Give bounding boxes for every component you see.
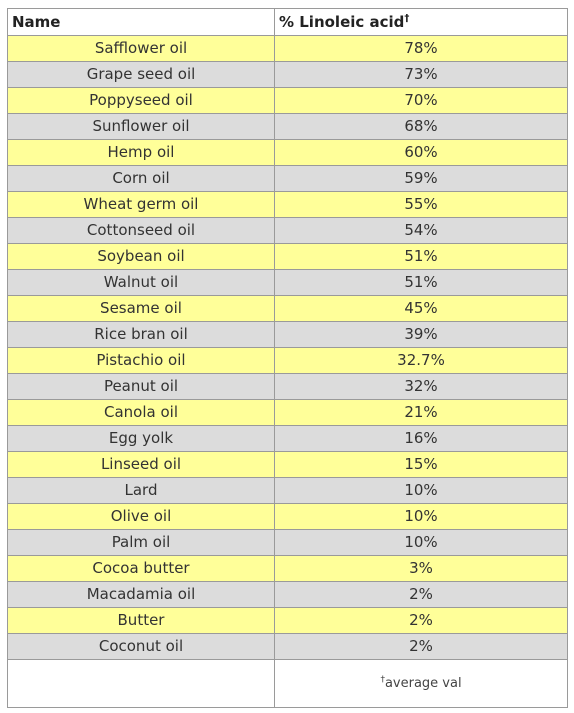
linoleic-value-cell: 60%	[274, 139, 568, 166]
footer-dagger-mark: †	[380, 675, 385, 685]
linoleic-value-cell: 51%	[274, 269, 568, 296]
linoleic-column-header[interactable]: % Linoleic acid†	[274, 8, 568, 36]
oil-name-cell: Corn oil	[7, 165, 275, 192]
linoleic-value-cell: 70%	[274, 87, 568, 114]
table-row: Poppyseed oil 70%	[7, 87, 568, 114]
linoleic-value-cell: 2%	[274, 633, 568, 660]
linoleic-value-cell: 51%	[274, 243, 568, 270]
linoleic-value-cell: 32.7%	[274, 347, 568, 374]
table-row: Cocoa butter 3%	[7, 555, 568, 582]
table-row: Sesame oil 45%	[7, 295, 568, 322]
table-row: Pistachio oil 32.7%	[7, 347, 568, 374]
table-row: Corn oil 59%	[7, 165, 568, 192]
table-row: Safflower oil 78%	[7, 35, 568, 62]
oil-name-cell: Rice bran oil	[7, 321, 275, 348]
linoleic-value-cell: 10%	[274, 503, 568, 530]
linoleic-value-cell: 10%	[274, 529, 568, 556]
oil-name-cell: Linseed oil	[7, 451, 275, 478]
table-row: Rice bran oil 39%	[7, 321, 568, 348]
oil-name-cell: Macadamia oil	[7, 581, 275, 608]
oil-name-cell: Cottonseed oil	[7, 217, 275, 244]
name-column-header[interactable]: Name	[7, 8, 275, 36]
linoleic-value-cell: 2%	[274, 581, 568, 608]
linoleic-value-cell: 2%	[274, 607, 568, 634]
linoleic-value-cell: 78%	[274, 35, 568, 62]
table-row: Walnut oil 51%	[7, 269, 568, 296]
linoleic-value-cell: 59%	[274, 165, 568, 192]
dagger-mark: †	[404, 12, 410, 24]
oil-name-cell: Grape seed oil	[7, 61, 275, 88]
linoleic-value-cell: 10%	[274, 477, 568, 504]
oil-name-cell: Sunflower oil	[7, 113, 275, 140]
oil-name-cell: Egg yolk	[7, 425, 275, 452]
name-header-label: Name	[12, 12, 61, 31]
table-row: Canola oil 21%	[7, 399, 568, 426]
footer-empty-cell	[7, 659, 275, 708]
oil-name-cell: Canola oil	[7, 399, 275, 426]
oil-name-cell: Pistachio oil	[7, 347, 275, 374]
linoleic-value-cell: 55%	[274, 191, 568, 218]
oil-name-cell: Wheat germ oil	[7, 191, 275, 218]
table-row: Egg yolk 16%	[7, 425, 568, 452]
oil-name-cell: Peanut oil	[7, 373, 275, 400]
footer-note-cell: †average val	[274, 659, 568, 708]
oil-name-cell: Cocoa butter	[7, 555, 275, 582]
table-row: Wheat germ oil 55%	[7, 191, 568, 218]
linoleic-value-cell: 54%	[274, 217, 568, 244]
oil-name-cell: Safflower oil	[7, 35, 275, 62]
oil-name-cell: Coconut oil	[7, 633, 275, 660]
oil-name-cell: Palm oil	[7, 529, 275, 556]
oil-name-cell: Butter	[7, 607, 275, 634]
footer-note: average val	[384, 676, 462, 691]
table-row: Sunflower oil 68%	[7, 113, 568, 140]
oil-name-cell: Sesame oil	[7, 295, 275, 322]
linoleic-value-cell: 21%	[274, 399, 568, 426]
oil-name-cell: Olive oil	[7, 503, 275, 530]
table-row: Coconut oil 2%	[7, 633, 568, 660]
linoleic-value-cell: 3%	[274, 555, 568, 582]
oil-name-cell: Walnut oil	[7, 269, 275, 296]
table-row: Butter 2%	[7, 607, 568, 634]
table-row: Cottonseed oil 54%	[7, 217, 568, 244]
linoleic-value-cell: 73%	[274, 61, 568, 88]
footer-row: †average val	[7, 659, 568, 708]
table-row: Linseed oil 15%	[7, 451, 568, 478]
oil-name-cell: Poppyseed oil	[7, 87, 275, 114]
table-row: Soybean oil 51%	[7, 243, 568, 270]
header-row: Name % Linoleic acid†	[7, 8, 568, 36]
table-row: Macadamia oil 2%	[7, 581, 568, 608]
linoleic-value-cell: 15%	[274, 451, 568, 478]
oil-name-cell: Lard	[7, 477, 275, 504]
table-row: Lard 10%	[7, 477, 568, 504]
linoleic-header-label: % Linoleic acid	[279, 12, 405, 31]
oil-name-cell: Hemp oil	[7, 139, 275, 166]
linoleic-value-cell: 16%	[274, 425, 568, 452]
oil-name-cell: Soybean oil	[7, 243, 275, 270]
linoleic-value-cell: 45%	[274, 295, 568, 322]
table-row: Palm oil 10%	[7, 529, 568, 556]
table-row: Grape seed oil 73%	[7, 61, 568, 88]
linoleic-value-cell: 39%	[274, 321, 568, 348]
table-row: Peanut oil 32%	[7, 373, 568, 400]
table-row: Hemp oil 60%	[7, 139, 568, 166]
linoleic-acid-table: Name % Linoleic acid† Safflower oil 78% Gr…	[7, 8, 568, 708]
table-row: Olive oil 10%	[7, 503, 568, 530]
linoleic-value-cell: 32%	[274, 373, 568, 400]
linoleic-value-cell: 68%	[274, 113, 568, 140]
